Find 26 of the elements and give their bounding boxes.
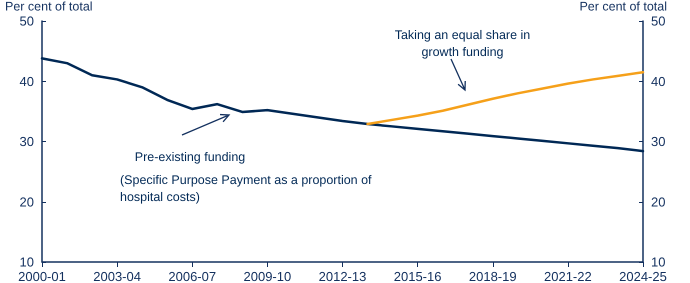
x-tick-label: 2003-04 — [93, 269, 141, 283]
y2-tick-label: 50 — [651, 14, 666, 28]
annotation: (Specific Purpose Payment as a proportion of hospital costs) — [120, 172, 373, 206]
x-tick-label: 2015-16 — [394, 269, 442, 283]
y-tick-label: 40 — [20, 74, 34, 89]
x-tick-label: 2024-25 — [619, 269, 667, 283]
y-tick-label: 50 — [20, 14, 34, 28]
x-tick-label: 2012-13 — [318, 269, 366, 283]
annotation: Taking an equal share in growth funding — [394, 27, 532, 61]
y2-tick-label: 10 — [651, 254, 666, 270]
y-tick-label: 30 — [20, 134, 34, 149]
y-tick-label: 20 — [20, 194, 34, 210]
x-tick-label: 2009-10 — [244, 269, 292, 283]
y2-tick-label: 30 — [651, 134, 666, 149]
y2-tick-label: 40 — [651, 74, 666, 89]
x-tick-label: 2006-07 — [168, 269, 216, 283]
y2-axis-title: Per cent of total — [579, 0, 667, 14]
y-axis-title: Per cent of total — [5, 0, 93, 14]
annotation: Pre-existing funding — [134, 149, 246, 166]
line-series — [366, 70, 644, 126]
x-tick-label: 2018-19 — [468, 269, 517, 283]
y-tick-label: 10 — [20, 254, 34, 270]
y2-tick-label: 20 — [651, 194, 666, 210]
line-series — [40, 57, 644, 152]
x-tick-label: 2021-22 — [544, 269, 592, 283]
x-tick-label: 2000-01 — [18, 269, 66, 283]
